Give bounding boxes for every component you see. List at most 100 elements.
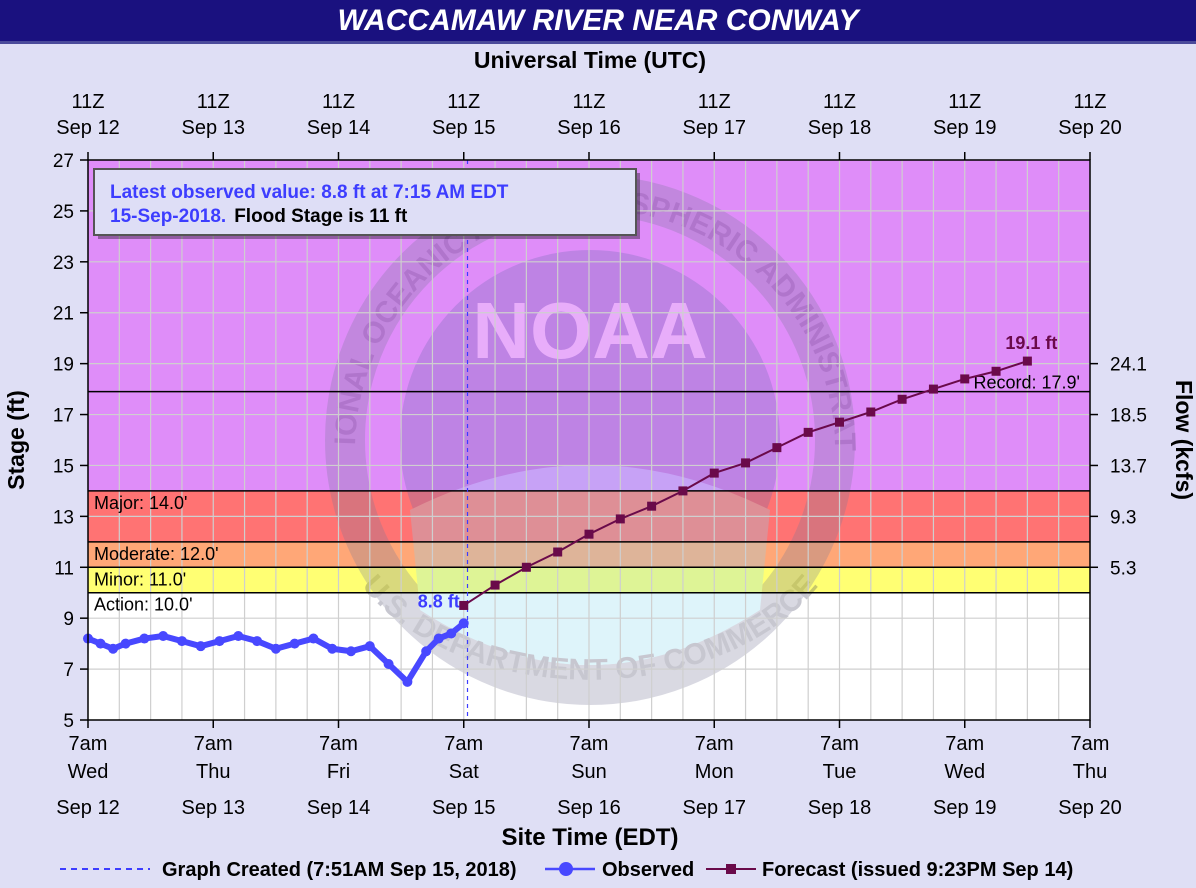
- forecast-point: [866, 407, 876, 417]
- y-tick-label: 11: [54, 558, 74, 579]
- x-tick-day: Wed: [944, 761, 985, 783]
- observed-point: [402, 676, 413, 687]
- y-tick-label: 21: [53, 304, 74, 325]
- x-tick-day: Mon: [695, 761, 734, 783]
- legend-observed-label: Observed: [602, 859, 694, 881]
- top-tick-label: 11Z: [698, 91, 731, 113]
- x-tick-date: Sep 14: [307, 797, 370, 819]
- x-tick-date: Sep 16: [557, 797, 620, 819]
- observed-point: [421, 646, 432, 657]
- x-tick-day: Fri: [327, 761, 350, 783]
- top-tick-date: Sep 20: [1058, 117, 1121, 139]
- legend-observed-marker: [559, 862, 573, 876]
- y-tick-label: 25: [53, 202, 74, 223]
- top-tick-label: 11Z: [573, 91, 606, 113]
- forecast-point: [897, 394, 907, 404]
- x-tick-date: Sep 19: [933, 797, 996, 819]
- x-tick-date: Sep 18: [808, 797, 871, 819]
- y2-tick-label: 13.7: [1110, 456, 1147, 477]
- forecast-point: [772, 443, 782, 453]
- threshold-label-minor: Minor: 11.0': [94, 569, 186, 589]
- observed-point: [327, 643, 338, 654]
- y-tick-label: 19: [53, 355, 74, 376]
- observed-point: [270, 643, 281, 654]
- top-tick-date: Sep 17: [683, 117, 746, 139]
- observed-point: [108, 643, 119, 654]
- y2-tick-label: 9.3: [1110, 507, 1136, 528]
- y2-tick-label: 5.3: [1110, 558, 1136, 579]
- x-tick-day: Wed: [68, 761, 109, 783]
- x-tick-time: 7am: [444, 733, 483, 755]
- forecast-point: [803, 427, 813, 437]
- observed-point: [364, 641, 375, 652]
- x-tick-day: Sat: [449, 761, 479, 783]
- axes: 5 7 9 11 13 15 17 19 21 23 25 27 5.3 9.3 13.7 18.5 24.1 7…: [53, 91, 1147, 819]
- observed-point: [158, 631, 169, 641]
- observed-point: [458, 618, 469, 629]
- y-tick-label: 9: [63, 609, 74, 630]
- observed-latest-label: 8.8 ft: [418, 591, 460, 611]
- x-tick-day: Thu: [196, 761, 230, 783]
- forecast-point: [678, 486, 688, 496]
- top-axis-title: Universal Time (UTC): [474, 47, 706, 73]
- forecast-point: [553, 547, 563, 557]
- observed-point: [214, 636, 225, 647]
- y-tick-label: 27: [53, 151, 74, 172]
- x-tick-date: Sep 20: [1058, 797, 1121, 819]
- y2-tick-label: 18.5: [1110, 406, 1147, 427]
- x-tick-time: 7am: [945, 733, 984, 755]
- x-tick-time: 7am: [1071, 733, 1110, 755]
- top-tick-label: 11Z: [447, 91, 480, 113]
- y2-axis-title: Flow (kcfs): [1171, 380, 1196, 500]
- top-tick-date: Sep 16: [557, 117, 620, 139]
- top-tick-date: Sep 14: [307, 117, 370, 139]
- observed-point: [383, 659, 394, 669]
- top-tick-label: 11Z: [197, 91, 230, 113]
- x-tick-date: Sep 15: [432, 797, 495, 819]
- bottom-axis-title: Site Time (EDT): [502, 824, 679, 851]
- legend-forecast-marker: [726, 864, 736, 874]
- latest-value-line1: Latest observed value: 8.8 ft at 7:15 AM…: [110, 182, 509, 203]
- observed-point: [346, 646, 357, 657]
- observed-point: [233, 631, 244, 641]
- top-tick-date: Sep 13: [182, 117, 245, 139]
- x-tick-time: 7am: [820, 733, 859, 755]
- latest-value-date: 15-Sep-2018.: [110, 206, 226, 227]
- watermark-wave: [410, 465, 770, 665]
- forecast-point: [521, 562, 531, 572]
- top-tick-date: Sep 18: [808, 117, 871, 139]
- forecast-peak-label: 19.1 ft: [1005, 333, 1057, 353]
- observed-point: [446, 628, 457, 639]
- top-tick-label: 11Z: [322, 91, 355, 113]
- x-tick-date: Sep 12: [56, 797, 119, 819]
- top-tick-label: 11Z: [1074, 91, 1107, 113]
- x-tick-date: Sep 13: [182, 797, 245, 819]
- x-tick-day: Thu: [1073, 761, 1107, 783]
- observed-point: [139, 633, 150, 644]
- forecast-point: [741, 458, 751, 468]
- legend-forecast-label: Forecast (issued 9:23PM Sep 14): [762, 859, 1073, 881]
- y-tick-label: 17: [53, 406, 74, 427]
- top-tick-date: Sep 12: [56, 117, 119, 139]
- x-tick-day: Sun: [571, 761, 607, 783]
- x-tick-date: Sep 17: [683, 797, 746, 819]
- forecast-point: [647, 501, 657, 511]
- observed-point: [308, 633, 319, 644]
- top-tick-label: 11Z: [72, 91, 105, 113]
- observed-point: [120, 638, 131, 649]
- forecast-point: [709, 468, 719, 478]
- watermark-logo-text: NOAA: [472, 286, 708, 375]
- series: 8.8 ft 19.1 ft: [83, 333, 1057, 687]
- top-tick-label: 11Z: [823, 91, 856, 113]
- observed-point: [252, 636, 263, 647]
- forecast-point: [928, 384, 938, 394]
- observed-point: [195, 641, 206, 652]
- y-tick-label: 7: [63, 660, 74, 681]
- forecast-point: [584, 529, 594, 539]
- forecast-point: [991, 366, 1001, 376]
- forecast-point: [835, 417, 844, 427]
- legend-created-label: Graph Created (7:51AM Sep 15, 2018): [162, 859, 517, 881]
- x-tick-time: 7am: [69, 733, 108, 755]
- forecast-point: [1022, 356, 1032, 366]
